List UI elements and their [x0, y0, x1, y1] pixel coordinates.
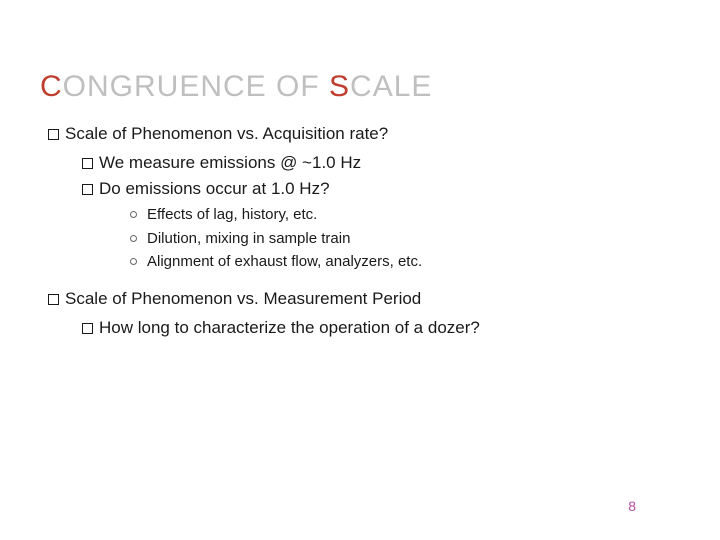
bullet-text: Do emissions occur at 1.0 Hz? [99, 179, 330, 198]
slide: CONGRUENCE OF SCALE Scale of Phenomenon … [0, 0, 720, 540]
bullet-list: Scale of Phenomenon vs. Acquisition rate… [40, 122, 670, 340]
square-bullet-icon [48, 294, 59, 305]
circle-bullet-icon [130, 258, 137, 265]
square-bullet-icon [48, 129, 59, 140]
bullet-text: Scale of Phenomenon vs. Acquisition rate… [65, 124, 388, 143]
bullet-text: How long to characterize the operation o… [99, 318, 480, 337]
circle-bullet-icon [130, 211, 137, 218]
bullet-text: Alignment of exhaust flow, analyzers, et… [147, 253, 422, 270]
list-item: Alignment of exhaust flow, analyzers, et… [130, 251, 670, 273]
list-item: How long to characterize the operation o… [82, 316, 670, 341]
square-bullet-icon [82, 184, 93, 195]
list-item: Dilution, mixing in sample train [130, 228, 670, 250]
circle-bullet-icon [130, 235, 137, 242]
list-item: Scale of Phenomenon vs. Measurement Peri… [48, 287, 670, 312]
list-item: Effects of lag, history, etc. [130, 204, 670, 226]
bullet-text: Scale of Phenomenon vs. Measurement Peri… [65, 289, 421, 308]
list-item: Scale of Phenomenon vs. Acquisition rate… [48, 122, 670, 147]
bullet-text: Dilution, mixing in sample train [147, 230, 350, 247]
list-item: Do emissions occur at 1.0 Hz? [82, 177, 670, 202]
list-item: We measure emissions @ ~1.0 Hz [82, 151, 670, 176]
square-bullet-icon [82, 323, 93, 334]
bullet-text: Effects of lag, history, etc. [147, 206, 317, 223]
bullet-text: We measure emissions @ ~1.0 Hz [99, 153, 361, 172]
square-bullet-icon [82, 158, 93, 169]
page-number: 8 [628, 498, 636, 514]
slide-title: CONGRUENCE OF SCALE [40, 70, 670, 104]
